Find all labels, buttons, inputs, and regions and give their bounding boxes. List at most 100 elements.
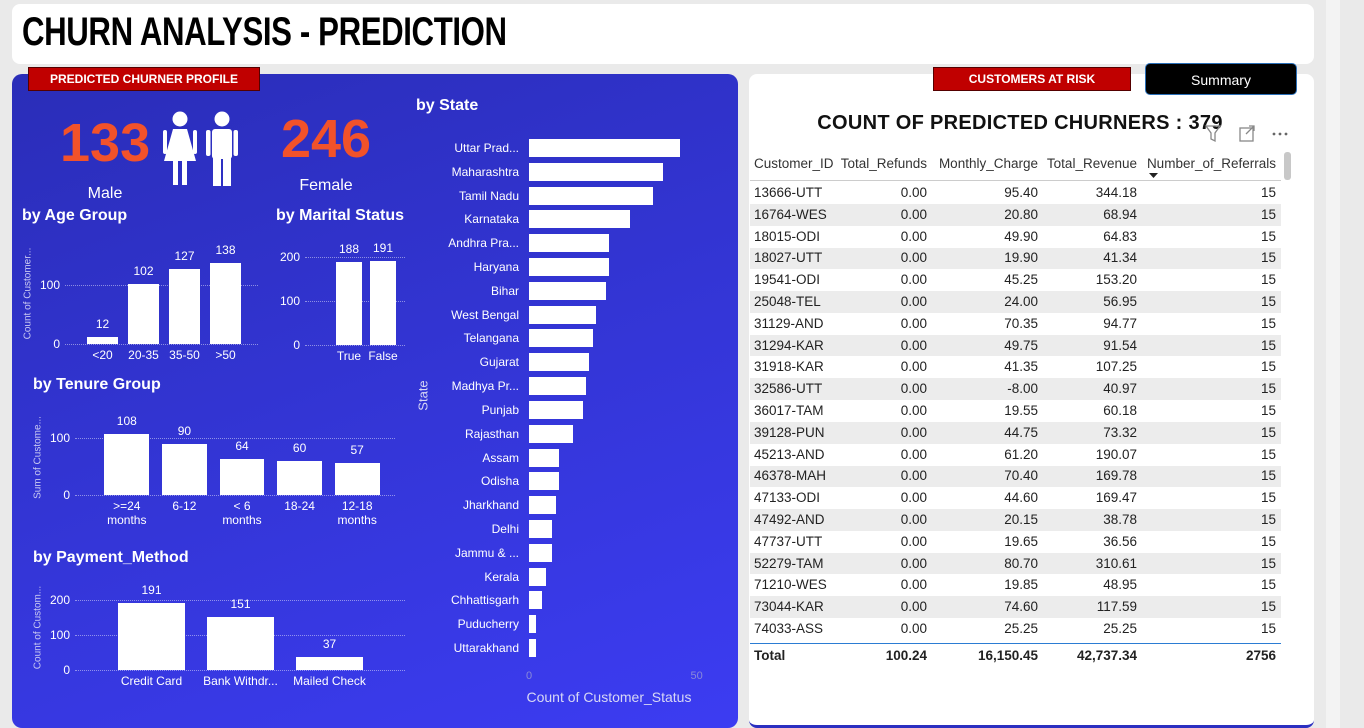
table-cell: 46378-MAH (754, 468, 827, 484)
table-cell: 15 (1260, 490, 1276, 506)
table-cell: 19.90 (1004, 250, 1038, 266)
table-cell: 0.00 (900, 533, 927, 549)
bar (529, 615, 536, 634)
bar (529, 567, 546, 586)
bar (529, 591, 543, 610)
bar (127, 284, 160, 344)
table-cell: 60.18 (1103, 403, 1137, 418)
y-tick-label: 200 (279, 250, 300, 264)
table-cell: 0.00 (900, 315, 927, 331)
x-tick-label: 0 (525, 670, 533, 682)
table-cell: 31294-KAR (754, 337, 824, 353)
bar (104, 433, 150, 495)
table-cell: 38.78 (1103, 512, 1137, 527)
table-cell: 74.60 (1004, 599, 1038, 615)
chart-title: by Tenure Group (33, 376, 161, 393)
y-tick-label: Rajasthan (464, 426, 519, 441)
table-cell: 15 (1260, 533, 1276, 549)
table-cell: 15 (1260, 512, 1276, 527)
x-tick-label: True (336, 349, 362, 363)
value-label: 108 (116, 413, 137, 428)
table-cell: 0.00 (900, 490, 927, 506)
value-label: 138 (215, 242, 236, 257)
total-cell: 16,150.45 (977, 648, 1038, 663)
row-shade (750, 378, 1281, 401)
table-cell: 74033-ASS (754, 621, 824, 636)
table-cell: 15 (1260, 424, 1276, 440)
table-cell: 25048-TEL (754, 294, 821, 309)
grid-line (305, 345, 405, 346)
y-tick-label: Kerala (484, 569, 519, 584)
y-tick-label: Karnataka (464, 212, 519, 227)
table-cell: 0.00 (900, 599, 927, 615)
table-cell: 73.32 (1103, 424, 1137, 440)
table-cell: 44.75 (1004, 424, 1038, 440)
summary-button[interactable]: Summary (1145, 63, 1297, 95)
x-tick-label: 6-12 (172, 499, 197, 513)
y-axis-title: Count of Customer... (22, 247, 34, 340)
total-cell: 100.24 (885, 648, 927, 663)
table-cell: 107.25 (1095, 359, 1137, 375)
x-tick-label: False (368, 349, 398, 363)
bar (277, 460, 323, 495)
female-count: 246 (280, 109, 372, 169)
table-cell: 48.95 (1103, 577, 1137, 593)
table-cell: 15 (1260, 337, 1276, 353)
table-cell: 15 (1260, 272, 1276, 288)
table-cell: 41.35 (1004, 359, 1038, 375)
table-scrollbar (1284, 152, 1291, 180)
bar (117, 603, 186, 670)
table-cell: 0.00 (900, 228, 927, 244)
table-cell: 0.00 (900, 359, 927, 375)
value-label: 37 (322, 637, 337, 652)
bar (529, 234, 610, 253)
grid-line (305, 257, 405, 258)
bar (209, 262, 242, 344)
table-cell: 15 (1260, 315, 1276, 331)
total-cell: 2756 (1245, 648, 1276, 663)
x-tick-label: 12-18 months (337, 499, 377, 527)
table-cell: 80.70 (1004, 555, 1038, 571)
table-cell: 15 (1260, 468, 1276, 484)
table-cell: 52279-TAM (754, 555, 824, 571)
y-tick-label: 100 (49, 628, 70, 642)
table-cell: 0.00 (900, 512, 927, 527)
bar (219, 458, 265, 495)
table-cell: 15 (1260, 381, 1276, 397)
table-cell: 36.56 (1103, 533, 1137, 549)
value-label: 188 (338, 242, 360, 257)
male-count: 133 (60, 113, 151, 173)
value-label: 102 (133, 264, 154, 278)
bar (529, 258, 610, 276)
table-cell: 0.00 (900, 403, 927, 418)
table-cell: 44.60 (1004, 490, 1038, 506)
grid-line (65, 285, 258, 287)
table-cell: 94.77 (1103, 315, 1137, 331)
female-label: Female (299, 177, 353, 194)
bar (529, 210, 630, 229)
y-tick-label: Jharkhand (462, 498, 519, 513)
table-cell: 19.85 (1004, 577, 1038, 593)
value-label: 64 (235, 438, 249, 453)
y-tick-label: 0 (293, 338, 300, 352)
bar (529, 138, 680, 157)
table-cell: 0.00 (900, 272, 927, 288)
bar (529, 639, 536, 658)
visual-icons (1204, 125, 1288, 143)
table-cell: 20.15 (1004, 512, 1038, 527)
table-cell: 310.61 (1095, 555, 1137, 571)
y-tick-label: Assam (482, 450, 519, 465)
value-label: 57 (350, 442, 364, 457)
x-tick-label: >=24 months (107, 499, 147, 527)
column-header: Customer_ID (754, 156, 834, 171)
bar (334, 462, 380, 495)
table-cell: 153.20 (1095, 272, 1137, 288)
bar (529, 329, 593, 348)
table-cell: 169.47 (1095, 490, 1137, 506)
x-tick-label: <20 (92, 348, 113, 362)
table-cell: 0.00 (900, 206, 927, 222)
table-cell: 16764-WES (754, 206, 827, 222)
total-rule (750, 643, 1281, 644)
row-shade (750, 421, 1281, 444)
column-header: Number_of_Referrals (1146, 156, 1276, 171)
